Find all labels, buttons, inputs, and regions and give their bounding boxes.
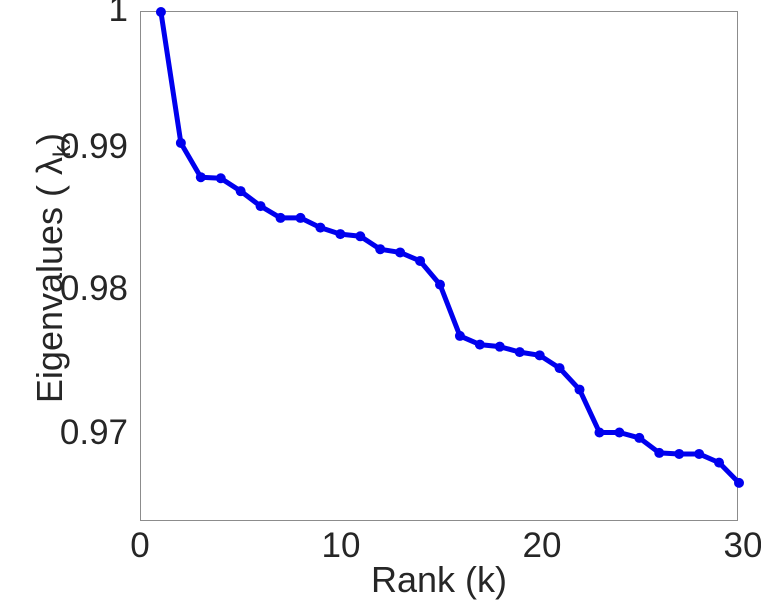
data-point (195, 172, 206, 183)
data-point (155, 7, 166, 17)
data-point (415, 255, 426, 266)
data-point (375, 244, 386, 255)
data-point (435, 279, 445, 290)
data-point (534, 350, 545, 361)
eigenvalue-data-markers (155, 7, 744, 488)
x-tick-label-10: 10 (321, 526, 361, 565)
x-tick-label-20: 20 (522, 526, 562, 565)
data-point (454, 330, 465, 341)
data-point (215, 173, 226, 184)
data-point (474, 339, 485, 350)
plot-area (140, 7, 744, 521)
x-tick-label-0: 0 (130, 526, 150, 565)
eigenvalue-line-series (158, 9, 742, 486)
data-point (175, 137, 186, 148)
y-tick-label-1: 1 (108, 0, 128, 29)
y-axis-title: Eigenvalues ( λk) (29, 0, 76, 548)
y-tick-label-099: 0.99 (59, 127, 128, 166)
data-point (494, 341, 505, 352)
data-point (355, 231, 366, 242)
y-tick-label-098: 0.98 (59, 269, 128, 308)
data-point (295, 212, 306, 223)
data-point (614, 427, 625, 438)
lambda-subscript-k: k (49, 144, 77, 157)
data-point (594, 427, 605, 438)
data-point (235, 186, 246, 197)
data-point (514, 347, 525, 358)
data-point (255, 201, 266, 212)
data-point (674, 448, 685, 459)
data-point (694, 448, 705, 459)
chart-canvas (155, 7, 744, 488)
lambda-symbol: λ (29, 156, 70, 175)
y-axis-title-suffix: ) (29, 132, 70, 145)
data-point (714, 457, 725, 468)
x-tick-label-30: 30 (723, 526, 761, 565)
y-axis-tick-labels: 1 0.99 0.98 0.97 (0, 0, 128, 540)
data-point (335, 229, 346, 240)
data-point (275, 212, 286, 223)
data-point (554, 363, 565, 374)
y-tick-label-097: 0.97 (59, 413, 128, 452)
data-point (634, 432, 645, 443)
data-point (734, 477, 744, 488)
data-point (574, 384, 585, 395)
data-point (654, 447, 665, 458)
x-axis-title: Rank (k) (370, 559, 508, 600)
y-axis-title-prefix: Eigenvalues ( (29, 174, 70, 404)
data-point (395, 247, 406, 258)
data-point (315, 222, 326, 233)
